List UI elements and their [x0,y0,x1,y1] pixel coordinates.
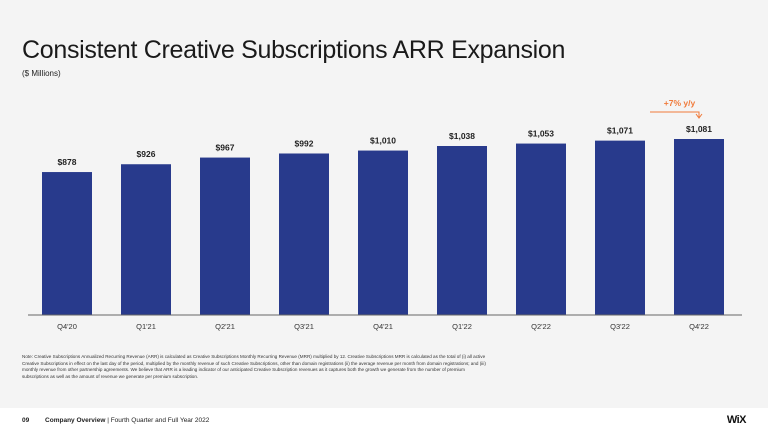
data-label: $1,038 [449,131,475,141]
x-tick-label: Q2'22 [531,322,551,331]
bar-Q2'22 [516,143,566,315]
bar-chart: $878 Q4'20 $926 Q1'21 $967 Q2'21 $992 Q3'21 $1,0… [28,98,742,331]
page-title: Consistent Creative Subscriptions ARR Ex… [22,36,566,64]
footer-section: Company Overview [45,417,106,424]
bar-Q4'21 [358,150,408,315]
footer: 09 Company Overview | Fourth Quarter and… [22,417,209,424]
bar-Q1'21 [121,164,171,315]
wix-logo: WiX [726,414,747,426]
slide: Consistent Creative Subscriptions ARR Ex… [0,0,768,408]
x-tick-label: Q4'22 [689,322,709,331]
footer-period: Fourth Quarter and Full Year 2022 [110,417,210,424]
bar-Q1'22 [437,146,487,315]
data-label: $1,081 [686,124,712,134]
x-tick-label: Q3'22 [610,322,630,331]
footer-separator: | [107,417,109,424]
units-subtitle: ($ Millions) [22,69,61,78]
x-tick-label: Q1'21 [136,322,156,331]
bar-Q3'22 [595,140,645,315]
growth-annotation: +7% y/y [664,98,696,108]
bar-Q4'20 [42,172,92,315]
data-label: $926 [137,149,156,159]
x-tick-label: Q4'21 [373,322,393,331]
footnote: Note: Creative Subscriptions Annualized … [22,354,486,379]
data-label: $1,010 [370,136,396,146]
bar-Q3'21 [279,153,329,315]
data-label: $967 [216,143,235,153]
data-label: $1,071 [607,126,633,136]
x-tick-label: Q4'20 [57,322,77,331]
bar-Q4'22 [674,139,724,315]
x-tick-label: Q2'21 [215,322,235,331]
arrow-down-icon [695,113,703,119]
x-tick-label: Q1'22 [452,322,472,331]
x-tick-label: Q3'21 [294,322,314,331]
data-label: $1,053 [528,129,554,139]
data-label: $992 [295,138,314,148]
annotation-arrow-line [650,111,700,117]
bar-Q2'21 [200,157,250,315]
data-label: $878 [58,157,77,167]
page-number: 09 [22,417,30,424]
